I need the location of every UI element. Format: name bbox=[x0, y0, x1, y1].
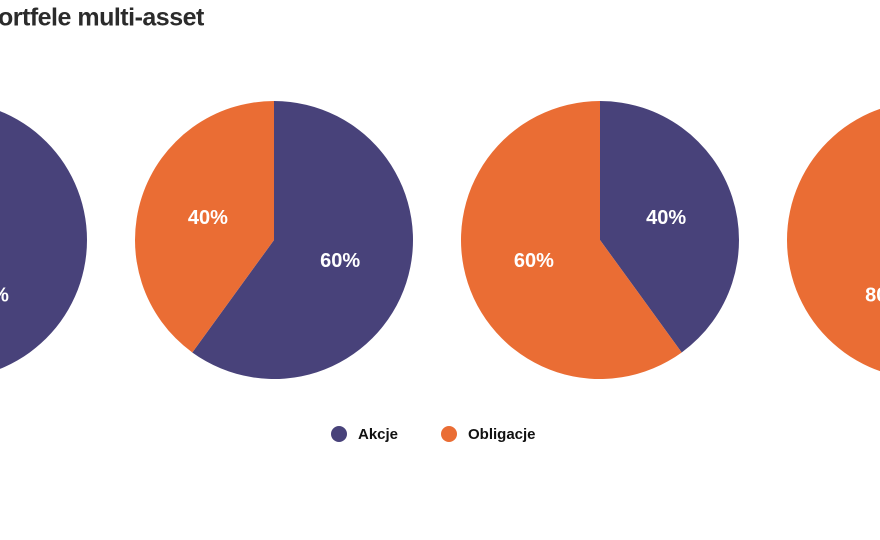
pie-slice bbox=[135, 101, 274, 353]
legend-marker bbox=[331, 426, 347, 442]
data-label: 80% bbox=[0, 285, 9, 307]
legend-marker bbox=[441, 426, 457, 442]
pie-slice bbox=[0, 111, 87, 369]
chart-title: ortfele multi-asset bbox=[0, 4, 205, 32]
pie-slice bbox=[600, 101, 739, 353]
data-label: 80% bbox=[865, 285, 880, 307]
data-label: 60% bbox=[320, 250, 360, 272]
data-label: 40% bbox=[188, 207, 228, 229]
data-label: 40% bbox=[646, 207, 686, 229]
data-label: 60% bbox=[514, 250, 554, 272]
legend-label: Akcje bbox=[358, 426, 398, 443]
legend-label: Obligacje bbox=[468, 426, 536, 443]
pie-slice bbox=[787, 108, 880, 372]
pie-slice bbox=[460, 101, 682, 379]
pie-slice bbox=[192, 101, 414, 380]
